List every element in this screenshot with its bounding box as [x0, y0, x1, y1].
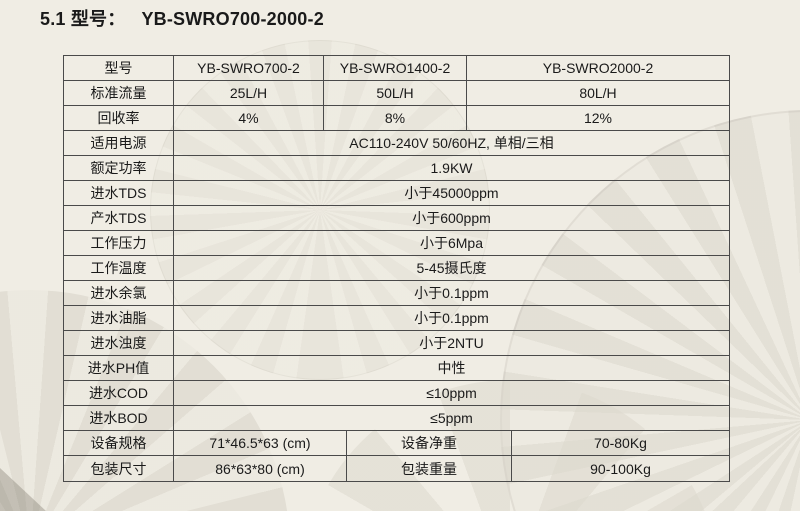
value-cell: 90-100Kg [511, 456, 729, 481]
value-cell: 小于0.1ppm [173, 306, 729, 330]
table-row-flow: 标准流量 25L/H 50L/H 80L/H [64, 81, 729, 106]
row-label: 设备规格 [90, 435, 147, 451]
value-cell: 70-80Kg [511, 431, 729, 455]
value-cell: 小于6Mpa [173, 231, 729, 255]
table-row-spec: 工作温度 5-45摄氏度 [64, 256, 729, 281]
table-row-spec: 产水TDS 小于600ppm [64, 206, 729, 231]
value-cell: 71*46.5*63 (cm) [173, 431, 346, 455]
table-row-model: 型号 YB-SWRO700-2 YB-SWRO1400-2 YB-SWRO200… [64, 56, 729, 81]
row-label: 包装重量 [346, 456, 511, 481]
table-row-spec: 进水TDS 小于45000ppm [64, 181, 729, 206]
value-cell: ≤5ppm [173, 406, 729, 430]
table-row-spec: 进水BOD ≤5ppm [64, 406, 729, 431]
row-label: 工作压力 [90, 235, 147, 251]
row-label: 适用电源 [90, 135, 147, 151]
corner-shade [0, 468, 46, 511]
row-label: 型号 [104, 60, 133, 76]
row-label: 进水COD [88, 385, 149, 401]
value-cell: 4% [173, 106, 323, 130]
value-cell: 小于0.1ppm [173, 281, 729, 305]
row-label: 设备净重 [346, 431, 511, 455]
value-cell: 25L/H [173, 81, 323, 105]
table-row-spec: 进水浊度 小于2NTU [64, 331, 729, 356]
row-label: 进水油脂 [90, 310, 147, 326]
table-row-spec: 额定功率 1.9KW [64, 156, 729, 181]
value-cell: 小于2NTU [173, 331, 729, 355]
row-label: 产水TDS [90, 210, 147, 226]
section-title: 5.1 型号： YB-SWRO700-2000-2 [40, 5, 324, 31]
value-cell: 50L/H [323, 81, 466, 105]
value-cell: 1.9KW [173, 156, 729, 180]
value-cell: 中性 [173, 356, 729, 380]
table-row-spec: 工作压力 小于6Mpa [64, 231, 729, 256]
value-cell: ≤10ppm [173, 381, 729, 405]
model-cell: YB-SWRO2000-2 [466, 56, 729, 80]
row-label: 进水PH值 [87, 360, 150, 376]
section-number: 5.1 [40, 9, 66, 29]
section-label: 型号： [70, 9, 126, 29]
value-cell: 小于45000ppm [173, 181, 729, 205]
value-cell: 5-45摄氏度 [173, 256, 729, 280]
row-label: 标准流量 [90, 85, 147, 101]
table-row-spec: 进水COD ≤10ppm [64, 381, 729, 406]
table-row-spec: 进水PH值 中性 [64, 356, 729, 381]
value-cell: 8% [323, 106, 466, 130]
row-label: 工作温度 [90, 260, 147, 276]
value-cell: 80L/H [466, 81, 729, 105]
table-row-dimensions: 设备规格 71*46.5*63 (cm) 设备净重 70-80Kg [64, 431, 729, 456]
value-cell: 小于600ppm [173, 206, 729, 230]
table-row-spec: 进水余氯 小于0.1ppm [64, 281, 729, 306]
row-label: 进水余氯 [90, 285, 147, 301]
row-label: 进水TDS [90, 185, 147, 201]
row-label: 回收率 [97, 110, 140, 126]
spec-table: 型号 YB-SWRO700-2 YB-SWRO1400-2 YB-SWRO200… [63, 55, 730, 482]
table-row-spec: 适用电源 AC110-240V 50/60HZ, 单相/三相 [64, 131, 729, 156]
value-cell: 86*63*80 (cm) [173, 456, 346, 481]
model-cell: YB-SWRO700-2 [173, 56, 323, 80]
table-row-packing: 包装尺寸 86*63*80 (cm) 包装重量 90-100Kg [64, 456, 729, 481]
row-label: 进水BOD [89, 410, 148, 426]
row-label: 包装尺寸 [90, 460, 147, 477]
table-row-spec: 进水油脂 小于0.1ppm [64, 306, 729, 331]
table-row-recovery: 回收率 4% 8% 12% [64, 106, 729, 131]
value-cell: AC110-240V 50/60HZ, 单相/三相 [173, 131, 729, 155]
row-label: 额定功率 [90, 160, 147, 176]
row-label: 进水浊度 [90, 335, 147, 351]
value-cell: 12% [466, 106, 729, 130]
section-model-range: YB-SWRO700-2000-2 [141, 9, 324, 29]
model-cell: YB-SWRO1400-2 [323, 56, 466, 80]
